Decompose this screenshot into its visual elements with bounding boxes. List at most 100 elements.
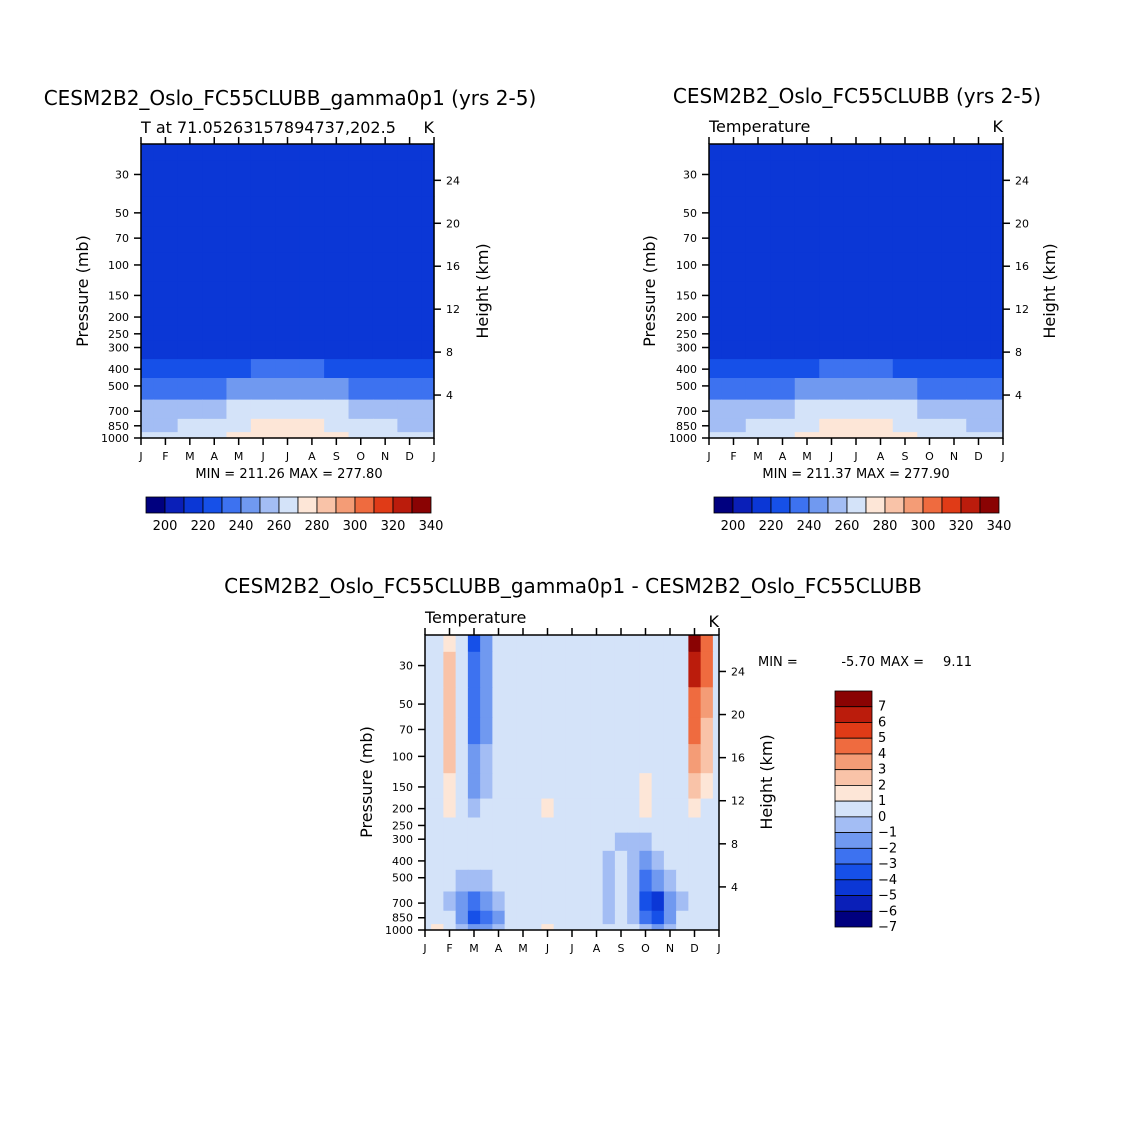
field-cell bbox=[516, 744, 530, 774]
field-cell bbox=[721, 325, 747, 342]
field-cell bbox=[541, 798, 555, 819]
field-cell bbox=[966, 377, 992, 401]
field-cell bbox=[431, 924, 444, 931]
field-cell bbox=[819, 160, 845, 197]
field-cell bbox=[627, 798, 640, 819]
field-cell bbox=[917, 399, 943, 420]
field-cell bbox=[529, 798, 542, 819]
colorbar-label: 340 bbox=[419, 519, 444, 534]
field-cell bbox=[917, 359, 943, 379]
field-cell bbox=[492, 651, 506, 688]
field-cell bbox=[602, 817, 616, 834]
field-cell bbox=[467, 687, 481, 719]
field-cell bbox=[299, 307, 325, 327]
field-cell bbox=[372, 144, 398, 162]
field-cell bbox=[141, 281, 154, 308]
field-cell bbox=[443, 869, 457, 893]
field-cell bbox=[141, 325, 154, 342]
colorbar-box bbox=[354, 496, 375, 514]
field-cell bbox=[794, 226, 820, 254]
field-cell bbox=[770, 307, 796, 327]
field-cell bbox=[663, 850, 677, 871]
field-cell bbox=[541, 717, 555, 745]
field-cell bbox=[966, 196, 992, 228]
field-cell bbox=[578, 744, 591, 774]
field-cell bbox=[397, 252, 423, 283]
field-cell bbox=[676, 798, 689, 819]
field-cell bbox=[843, 432, 869, 439]
field-cell bbox=[651, 869, 665, 893]
field-cell bbox=[602, 832, 616, 852]
field-cell bbox=[639, 717, 653, 745]
field-cell bbox=[141, 399, 154, 420]
field-cell bbox=[467, 635, 481, 653]
field-cell bbox=[602, 798, 616, 819]
field-cell bbox=[721, 359, 747, 379]
field-cell bbox=[425, 687, 432, 719]
field-cell bbox=[480, 910, 493, 925]
field-cell bbox=[590, 924, 604, 931]
field-cell bbox=[868, 325, 894, 342]
field-cell bbox=[627, 651, 640, 688]
colorbar-box bbox=[335, 496, 356, 514]
field-cell bbox=[700, 635, 714, 653]
field-cell bbox=[868, 399, 894, 420]
field-cell bbox=[467, 817, 481, 834]
field-cell bbox=[504, 798, 518, 819]
field-cell bbox=[226, 307, 252, 327]
field-cell bbox=[324, 144, 350, 162]
field-cell bbox=[770, 377, 796, 401]
field-cell bbox=[868, 226, 894, 254]
field-cell bbox=[663, 869, 677, 893]
field-cell bbox=[250, 160, 276, 197]
field-cell bbox=[843, 377, 869, 401]
field-cell bbox=[467, 832, 481, 852]
field-cell bbox=[663, 744, 677, 774]
y-tick-label: 500 bbox=[392, 872, 413, 885]
field-cell bbox=[819, 432, 845, 439]
field-cell bbox=[226, 226, 252, 254]
field-cell bbox=[712, 924, 720, 931]
panel-1-subtitle-left: T at 71.05263157894737,202.5 bbox=[140, 118, 396, 137]
colorbar-box bbox=[834, 785, 873, 802]
field-cell bbox=[639, 651, 653, 688]
field-cell bbox=[639, 850, 653, 871]
field-cell bbox=[917, 325, 943, 342]
colorbar-box bbox=[834, 769, 873, 786]
field-cell bbox=[431, 832, 444, 852]
field-cell bbox=[614, 635, 628, 653]
field-cell bbox=[990, 196, 1004, 228]
field-cell bbox=[348, 281, 374, 308]
field-cell bbox=[614, 798, 628, 819]
colorbar-box bbox=[834, 879, 873, 896]
field-cell bbox=[480, 817, 493, 834]
colorbar-label: 220 bbox=[191, 519, 216, 534]
field-cell bbox=[627, 850, 640, 871]
field-cell bbox=[745, 196, 771, 228]
field-cell bbox=[177, 160, 203, 197]
panel-gamma0p1: CESM2B2_Oslo_FC55CLUBB_gamma0p1 (yrs 2-5… bbox=[44, 86, 537, 534]
colorbar-label: 240 bbox=[797, 519, 822, 534]
field-cell bbox=[226, 281, 252, 308]
panel-2-subtitle-right: K bbox=[993, 117, 1004, 136]
field-cell bbox=[553, 850, 567, 871]
panel-2-stats: MIN = 211.37 MAX = 277.90 bbox=[762, 467, 949, 482]
field-cell bbox=[917, 226, 943, 254]
field-cell bbox=[421, 418, 435, 433]
field-cell bbox=[275, 399, 301, 420]
field-cell bbox=[202, 307, 228, 327]
field-cell bbox=[651, 817, 665, 834]
field-cell bbox=[504, 924, 518, 931]
field-cell bbox=[299, 196, 325, 228]
field-cell bbox=[700, 744, 714, 774]
field-cell bbox=[868, 252, 894, 283]
field-cell bbox=[578, 910, 591, 925]
field-cell bbox=[819, 196, 845, 228]
panel-1-ylabel: Pressure (mb) bbox=[73, 235, 92, 347]
field-cell bbox=[250, 418, 276, 433]
field-cell bbox=[431, 651, 444, 688]
field-cell bbox=[492, 832, 506, 852]
y-tick-label: 250 bbox=[676, 328, 697, 341]
field-cell bbox=[941, 359, 967, 379]
